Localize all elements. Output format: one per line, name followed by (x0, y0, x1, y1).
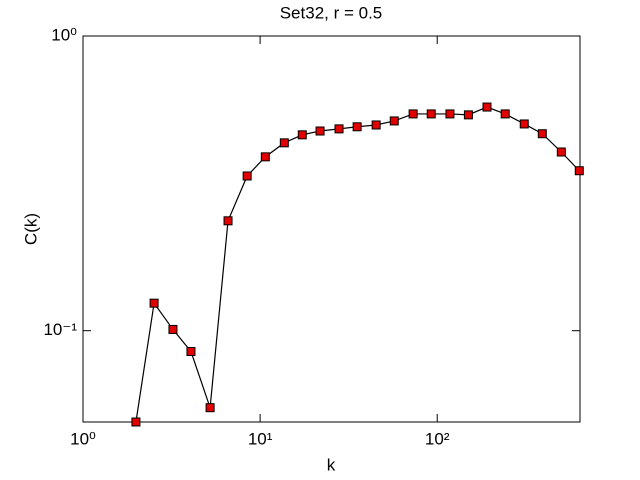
marker (519, 119, 529, 129)
marker (389, 116, 399, 126)
marker (445, 109, 455, 119)
marker (131, 417, 141, 427)
marker (463, 110, 473, 120)
plot-area (82, 35, 581, 423)
x-tick-label: 10¹ (248, 429, 273, 448)
marker (260, 152, 270, 162)
marker (297, 130, 307, 140)
marker (426, 109, 436, 119)
marker (168, 324, 178, 334)
marker (205, 403, 215, 413)
marker (574, 166, 584, 176)
y-tick-label: 10⁰ (51, 25, 77, 44)
marker (242, 171, 252, 181)
marker (537, 129, 547, 139)
marker (315, 126, 325, 136)
marker (334, 124, 344, 134)
marker (149, 298, 159, 308)
x-tick-label: 10² (425, 429, 450, 448)
y-axis-label: C(k) (21, 213, 40, 245)
chart-title: Set32, r = 0.5 (280, 3, 383, 22)
marker (279, 138, 289, 148)
marker (223, 216, 233, 226)
x-tick-label: 10⁰ (70, 429, 96, 448)
x-axis-label: k (327, 455, 336, 474)
marker (408, 109, 418, 119)
marker (500, 109, 510, 119)
marker (186, 347, 196, 357)
marker (556, 147, 566, 157)
y-tick-label: 10⁻¹ (43, 320, 77, 339)
marker (371, 120, 381, 130)
marker (352, 122, 362, 132)
marker (482, 102, 492, 112)
